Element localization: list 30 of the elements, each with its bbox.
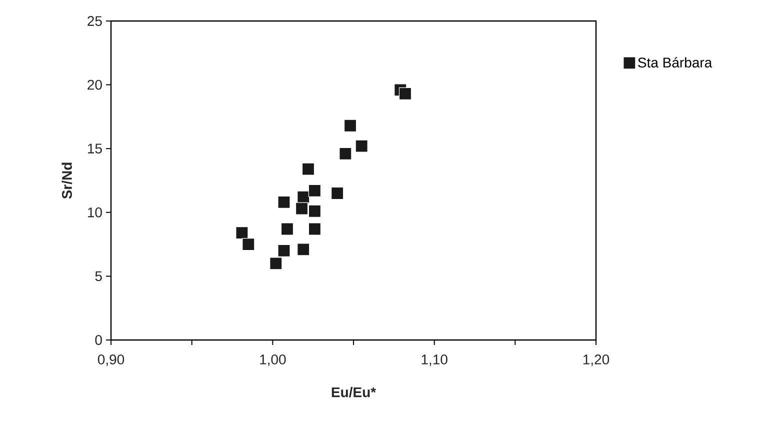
point — [308, 222, 322, 236]
y-axis-title: Sr/Nd — [62, 162, 72, 199]
y-tick-label: 0 — [95, 335, 102, 345]
x-tick-label: 0,90 — [98, 354, 124, 366]
point — [302, 162, 315, 176]
point — [344, 119, 357, 132]
point — [236, 226, 248, 240]
y-tick-label: 15 — [88, 144, 102, 154]
point — [355, 140, 368, 152]
y-tick-label: 10 — [88, 207, 102, 218]
y-tick-label: 5 — [95, 271, 102, 282]
y-tick-label: 20 — [88, 80, 102, 90]
point — [308, 204, 322, 218]
x-tick-label: 1,20 — [583, 354, 610, 366]
point — [278, 244, 290, 257]
point — [295, 202, 308, 215]
point — [297, 243, 310, 256]
x-axis-title: Eu/Eu* — [332, 386, 376, 398]
point — [280, 222, 294, 236]
y-tick-label: 25 — [88, 16, 102, 26]
point — [308, 184, 322, 198]
x-tick-label: 1,10 — [422, 354, 448, 366]
point — [339, 147, 352, 160]
point — [270, 257, 282, 270]
x-tick-label: 1,00 — [260, 354, 286, 366]
point — [278, 196, 290, 208]
legend-label: Sta Bárbara — [638, 57, 712, 68]
point — [331, 186, 344, 200]
point — [398, 87, 412, 100]
point — [242, 238, 255, 251]
